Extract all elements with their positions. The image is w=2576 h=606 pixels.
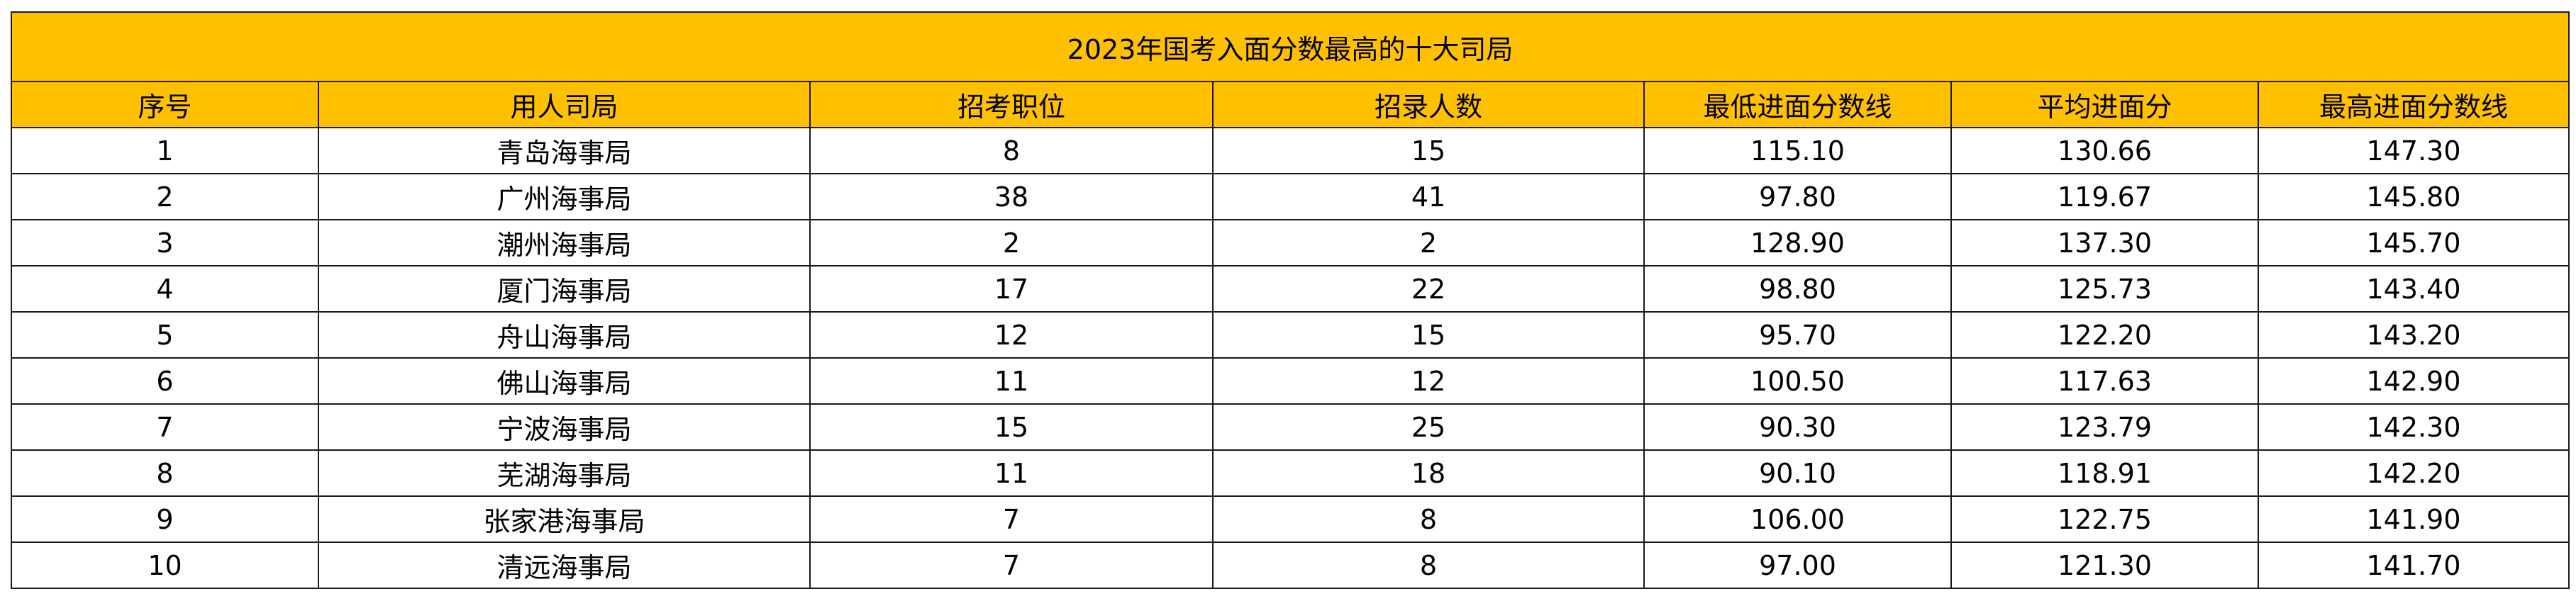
cell-positions[interactable]: 15 xyxy=(809,403,1214,451)
cell-positions[interactable]: 7 xyxy=(809,542,1214,589)
cell-positions[interactable]: 8 xyxy=(809,127,1214,174)
table-row: 5 舟山海事局 12 15 95.70 122.20 143.20 xyxy=(11,311,2570,359)
cell-max-score[interactable]: 141.90 xyxy=(2257,495,2570,543)
column-header-bureau[interactable]: 用人司局 xyxy=(318,81,811,128)
cell-max-score[interactable]: 147.30 xyxy=(2257,127,2570,174)
column-header-hires[interactable]: 招录人数 xyxy=(1212,81,1645,128)
cell-max-score[interactable]: 142.30 xyxy=(2257,403,2570,451)
cell-hires[interactable]: 15 xyxy=(1212,311,1645,359)
cell-hires[interactable]: 25 xyxy=(1212,403,1645,451)
cell-positions[interactable]: 12 xyxy=(809,311,1214,359)
cell-index[interactable]: 2 xyxy=(11,173,319,220)
cell-positions[interactable]: 38 xyxy=(809,173,1214,220)
cell-hires[interactable]: 2 xyxy=(1212,219,1645,266)
cell-hires[interactable]: 18 xyxy=(1212,449,1645,497)
cell-positions[interactable]: 17 xyxy=(809,265,1214,313)
cell-avg-score[interactable]: 122.20 xyxy=(1950,311,2259,359)
cell-hires[interactable]: 15 xyxy=(1212,127,1645,174)
cell-max-score[interactable]: 143.20 xyxy=(2257,311,2570,359)
cell-index[interactable]: 9 xyxy=(11,495,319,543)
cell-avg-score[interactable]: 119.67 xyxy=(1950,173,2259,220)
cell-max-score[interactable]: 141.70 xyxy=(2257,542,2570,589)
cell-max-score[interactable]: 143.40 xyxy=(2257,265,2570,313)
cell-avg-score[interactable]: 130.66 xyxy=(1950,127,2259,174)
column-header-avg-score[interactable]: 平均进面分 xyxy=(1950,81,2259,128)
cell-bureau[interactable]: 张家港海事局 xyxy=(318,495,811,543)
cell-index[interactable]: 4 xyxy=(11,265,319,313)
table-row: 9 张家港海事局 7 8 106.00 122.75 141.90 xyxy=(11,495,2570,543)
table-row: 4 厦门海事局 17 22 98.80 125.73 143.40 xyxy=(11,265,2570,313)
cell-min-score[interactable]: 115.10 xyxy=(1643,127,1952,174)
cell-bureau[interactable]: 宁波海事局 xyxy=(318,403,811,451)
table-row: 7 宁波海事局 15 25 90.30 123.79 142.30 xyxy=(11,403,2570,451)
cell-index[interactable]: 6 xyxy=(11,357,319,405)
cell-hires[interactable]: 41 xyxy=(1212,173,1645,220)
cell-bureau[interactable]: 青岛海事局 xyxy=(318,127,811,174)
cell-positions[interactable]: 11 xyxy=(809,449,1214,497)
cell-max-score[interactable]: 142.20 xyxy=(2257,449,2570,497)
cell-index[interactable]: 7 xyxy=(11,403,319,451)
cell-hires[interactable]: 12 xyxy=(1212,357,1645,405)
column-header-max-score[interactable]: 最高进面分数线 xyxy=(2257,81,2570,128)
cell-min-score[interactable]: 97.00 xyxy=(1643,542,1952,589)
cell-bureau[interactable]: 广州海事局 xyxy=(318,173,811,220)
column-header-min-score[interactable]: 最低进面分数线 xyxy=(1643,81,1952,128)
cell-avg-score[interactable]: 117.63 xyxy=(1950,357,2259,405)
cell-min-score[interactable]: 98.80 xyxy=(1643,265,1952,313)
cell-index[interactable]: 10 xyxy=(11,542,319,589)
table-row: 2 广州海事局 38 41 97.80 119.67 145.80 xyxy=(11,173,2570,220)
cell-avg-score[interactable]: 125.73 xyxy=(1950,265,2259,313)
header-row: 序号 用人司局 招考职位 招录人数 最低进面分数线 平均进面分 最高进面分数线 xyxy=(11,81,2570,128)
cell-avg-score[interactable]: 121.30 xyxy=(1950,542,2259,589)
cell-bureau[interactable]: 清远海事局 xyxy=(318,542,811,589)
cell-min-score[interactable]: 97.80 xyxy=(1643,173,1952,220)
cell-bureau[interactable]: 厦门海事局 xyxy=(318,265,811,313)
column-header-index[interactable]: 序号 xyxy=(11,81,319,128)
cell-index[interactable]: 1 xyxy=(11,127,319,174)
cell-hires[interactable]: 8 xyxy=(1212,495,1645,543)
cell-index[interactable]: 8 xyxy=(11,449,319,497)
cell-max-score[interactable]: 145.80 xyxy=(2257,173,2570,220)
cell-min-score[interactable]: 95.70 xyxy=(1643,311,1952,359)
cell-avg-score[interactable]: 123.79 xyxy=(1950,403,2259,451)
column-header-positions[interactable]: 招考职位 xyxy=(809,81,1214,128)
cell-max-score[interactable]: 142.90 xyxy=(2257,357,2570,405)
ranking-table: 2023年国考入面分数最高的十大司局 序号 用人司局 招考职位 招录人数 最低进… xyxy=(10,11,2570,589)
cell-min-score[interactable]: 106.00 xyxy=(1643,495,1952,543)
cell-bureau[interactable]: 芜湖海事局 xyxy=(318,449,811,497)
table-row: 6 佛山海事局 11 12 100.50 117.63 142.90 xyxy=(11,357,2570,405)
cell-index[interactable]: 5 xyxy=(11,311,319,359)
cell-positions[interactable]: 7 xyxy=(809,495,1214,543)
cell-max-score[interactable]: 145.70 xyxy=(2257,219,2570,266)
cell-min-score[interactable]: 100.50 xyxy=(1643,357,1952,405)
cell-bureau[interactable]: 潮州海事局 xyxy=(318,219,811,266)
cell-hires[interactable]: 22 xyxy=(1212,265,1645,313)
table-row: 1 青岛海事局 8 15 115.10 130.66 147.30 xyxy=(11,127,2570,174)
cell-index[interactable]: 3 xyxy=(11,219,319,266)
table-body: 1 青岛海事局 8 15 115.10 130.66 147.30 2 广州海事局 38 41 97.… xyxy=(11,127,2570,589)
cell-min-score[interactable]: 90.10 xyxy=(1643,449,1952,497)
cell-min-score[interactable]: 90.30 xyxy=(1643,403,1952,451)
cell-avg-score[interactable]: 122.75 xyxy=(1950,495,2259,543)
table-title[interactable]: 2023年国考入面分数最高的十大司局 xyxy=(10,11,2570,82)
cell-positions[interactable]: 11 xyxy=(809,357,1214,405)
cell-positions[interactable]: 2 xyxy=(809,219,1214,266)
spreadsheet-table: 2023年国考入面分数最高的十大司局 序号 用人司局 招考职位 招录人数 最低进… xyxy=(10,11,2570,589)
table-row: 8 芜湖海事局 11 18 90.10 118.91 142.20 xyxy=(11,449,2570,497)
cell-bureau[interactable]: 舟山海事局 xyxy=(318,311,811,359)
table-row: 3 潮州海事局 2 2 128.90 137.30 145.70 xyxy=(11,219,2570,266)
table-row: 10 清远海事局 7 8 97.00 121.30 141.70 xyxy=(11,542,2570,589)
cell-avg-score[interactable]: 137.30 xyxy=(1950,219,2259,266)
cell-hires[interactable]: 8 xyxy=(1212,542,1645,589)
cell-min-score[interactable]: 128.90 xyxy=(1643,219,1952,266)
cell-avg-score[interactable]: 118.91 xyxy=(1950,449,2259,497)
cell-bureau[interactable]: 佛山海事局 xyxy=(318,357,811,405)
